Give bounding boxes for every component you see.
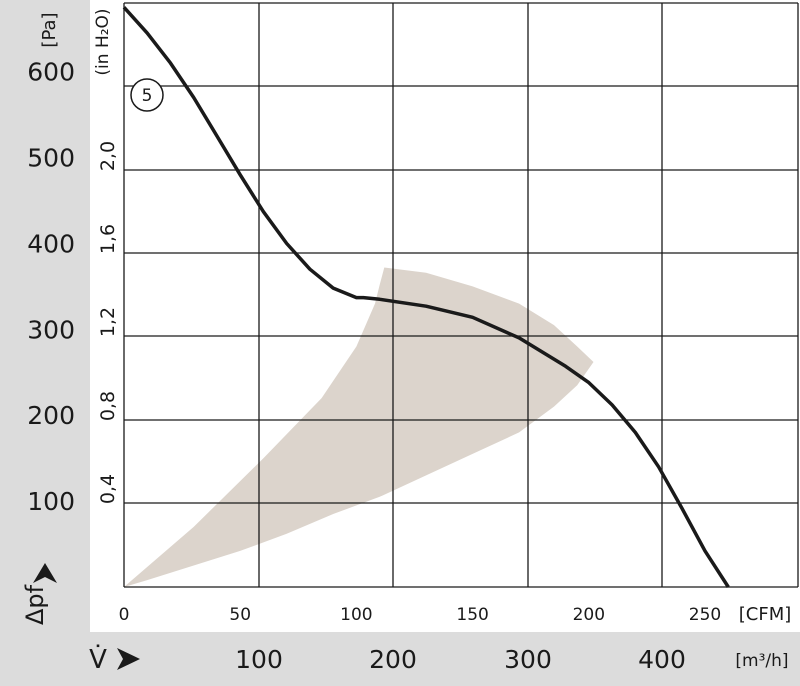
- fan-curve-line: [122, 6, 730, 588]
- x-unit-cfm: [CFM]: [739, 604, 792, 625]
- x-tick-label-cfm: 200: [573, 605, 605, 625]
- x-tick-label-m3h: 300: [504, 645, 552, 674]
- y-tick-label-pa: 500: [27, 144, 75, 173]
- y-tick-label-inh2o: 0,4: [97, 474, 119, 504]
- x-tick-label-m3h: 400: [638, 645, 686, 674]
- y-unit-inh2o: (in H₂O): [93, 8, 113, 75]
- x-tick-label-cfm: 0: [119, 605, 130, 625]
- y-tick-label-pa: 400: [27, 229, 75, 258]
- x-tick-label-cfm: 50: [229, 605, 251, 625]
- x-tick-label-cfm: 100: [340, 605, 372, 625]
- y-axis-symbol: Δpf: [21, 584, 49, 625]
- y-tick-label-inh2o: 1,2: [97, 307, 119, 337]
- operating-region: [124, 267, 594, 587]
- y-tick-label-inh2o: 1,6: [97, 224, 119, 254]
- x-tick-label-cfm: 150: [456, 605, 488, 625]
- y-tick-label-pa: 600: [27, 58, 75, 87]
- y-axis-arrow-icon: [33, 563, 57, 583]
- y-tick-label-pa: 100: [27, 487, 75, 516]
- x-tick-label-cfm: 250: [689, 605, 721, 625]
- curve-marker: [130, 78, 164, 112]
- x-unit-m3h: [m³/h]: [735, 651, 788, 671]
- x-axis-symbol: V̇: [89, 643, 107, 675]
- left-axis-band: [0, 0, 90, 632]
- y-tick-label-inh2o: 0,8: [97, 391, 119, 421]
- y-tick-label-pa: 200: [27, 401, 75, 430]
- x-axis-arrow-icon: [117, 648, 140, 670]
- curve-marker-label: 5: [142, 86, 153, 106]
- y-tick-label-inh2o: 2,0: [97, 141, 119, 171]
- x-tick-label-m3h: 200: [369, 645, 417, 674]
- x-tick-label-m3h: 100: [235, 645, 283, 674]
- y-unit-pa: [Pa]: [39, 12, 60, 47]
- y-tick-label-pa: 300: [27, 315, 75, 344]
